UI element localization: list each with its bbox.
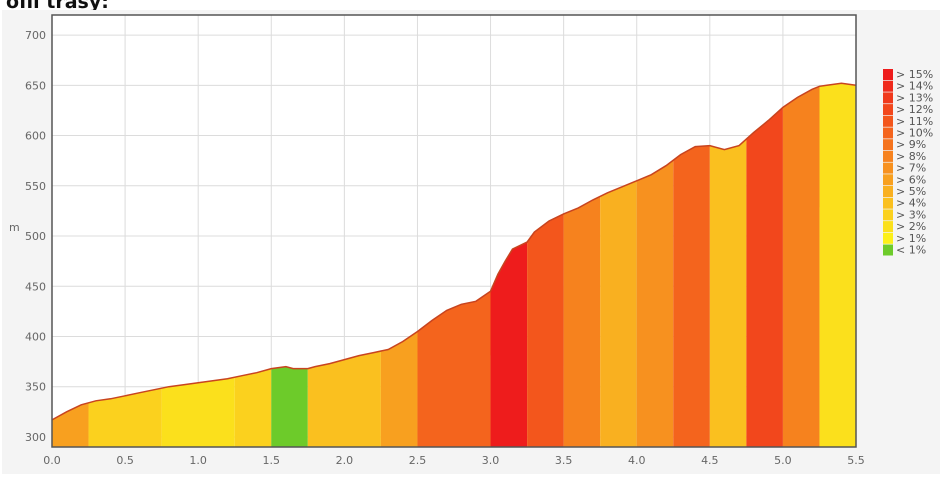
page-heading: ofil trasy: <box>6 0 109 13</box>
legend-swatch <box>883 69 893 80</box>
legend-swatch <box>883 115 893 127</box>
x-tick-label: 0.0 <box>43 454 61 467</box>
y-tick-label: 650 <box>25 79 46 92</box>
legend-swatch <box>883 186 893 197</box>
legend-swatch <box>883 92 893 104</box>
x-tick-label: 1.0 <box>189 454 207 467</box>
legend-swatch <box>883 209 893 221</box>
legend-label: > 10% <box>896 127 933 140</box>
y-tick-label: 350 <box>25 381 46 394</box>
y-tick-label: 450 <box>25 280 46 293</box>
y-tick-label: 700 <box>25 29 46 42</box>
x-tick-label: 3.5 <box>555 454 573 467</box>
grade-band <box>673 145 710 447</box>
grade-band <box>417 291 491 447</box>
grade-band <box>709 139 747 447</box>
grade-band <box>600 180 637 448</box>
legend-swatch <box>883 139 893 151</box>
grade-band <box>527 213 564 447</box>
legend-label: > 7% <box>896 162 926 175</box>
legend-swatch <box>883 127 893 139</box>
grade-band <box>380 331 418 447</box>
grade-band <box>161 377 235 447</box>
grade-band <box>819 83 856 448</box>
legend-label: > 3% <box>896 208 926 221</box>
legend-swatch <box>883 232 893 244</box>
grade-band <box>234 368 272 447</box>
grade-band-layer <box>52 83 856 448</box>
elevation-outline <box>51 82 857 421</box>
x-tick-labels: 0.0 0.5 1.0 1.5 2.0 2.5 3.0 3.5 4.0 4.5 5.0 5.5 <box>43 454 865 467</box>
x-tick-label: 0.5 <box>116 454 134 467</box>
y-tick-label: 550 <box>25 180 46 193</box>
legend-label: > 14% <box>896 80 933 93</box>
legend-label: > 13% <box>896 91 933 104</box>
legend-label: < 1% <box>896 244 926 257</box>
x-tick-label: 2.0 <box>336 454 354 467</box>
y-tick-label: 500 <box>25 230 46 243</box>
x-tick-label: 1.5 <box>263 454 281 467</box>
legend-label: > 12% <box>896 103 933 116</box>
legend-swatch <box>883 174 893 186</box>
grade-band <box>307 351 381 447</box>
legend-label: > 15% <box>896 68 933 81</box>
x-tick-label: 3.0 <box>482 454 500 467</box>
x-tick-label: 2.5 <box>409 454 427 467</box>
plot-border <box>51 14 857 448</box>
legend-label: > 8% <box>896 150 926 163</box>
legend-swatch <box>883 244 893 256</box>
legend-swatch <box>883 197 893 209</box>
grade-legend: > 15%> 14%> 13%> 12%> 11%> 10%> 9%> 8%> … <box>883 68 933 257</box>
legend-label: > 11% <box>896 115 933 128</box>
grade-band <box>746 107 783 448</box>
grade-band <box>271 366 308 447</box>
legend-swatch <box>883 162 893 174</box>
legend-swatch <box>883 104 893 116</box>
legend-label: > 2% <box>896 220 926 233</box>
grade-band <box>52 402 89 447</box>
grade-band <box>490 242 528 447</box>
grade-band <box>782 86 820 448</box>
legend-label: > 1% <box>896 232 926 245</box>
x-tick-label: 4.0 <box>628 454 646 467</box>
legend-label: > 9% <box>896 138 926 151</box>
legend-swatch <box>883 80 893 92</box>
x-tick-label: 4.5 <box>701 454 719 467</box>
grade-band <box>636 160 674 447</box>
legend-label: > 5% <box>896 185 926 198</box>
x-tick-label: 5.5 <box>847 454 865 467</box>
y-tick-label: 600 <box>25 130 46 143</box>
x-tick-label: 5.0 <box>774 454 792 467</box>
y-tick-labels: 300 350 400 450 500 550 600 650 700 <box>25 29 46 444</box>
grade-band <box>563 196 601 447</box>
y-tick-label: 300 <box>25 431 46 444</box>
legend-swatch <box>883 150 893 162</box>
y-tick-label: 400 <box>25 330 46 343</box>
legend-label: > 6% <box>896 173 926 186</box>
grade-band <box>88 388 162 447</box>
legend-swatch <box>883 221 893 233</box>
legend-label: > 4% <box>896 197 926 210</box>
y-axis-label: m <box>9 221 20 234</box>
